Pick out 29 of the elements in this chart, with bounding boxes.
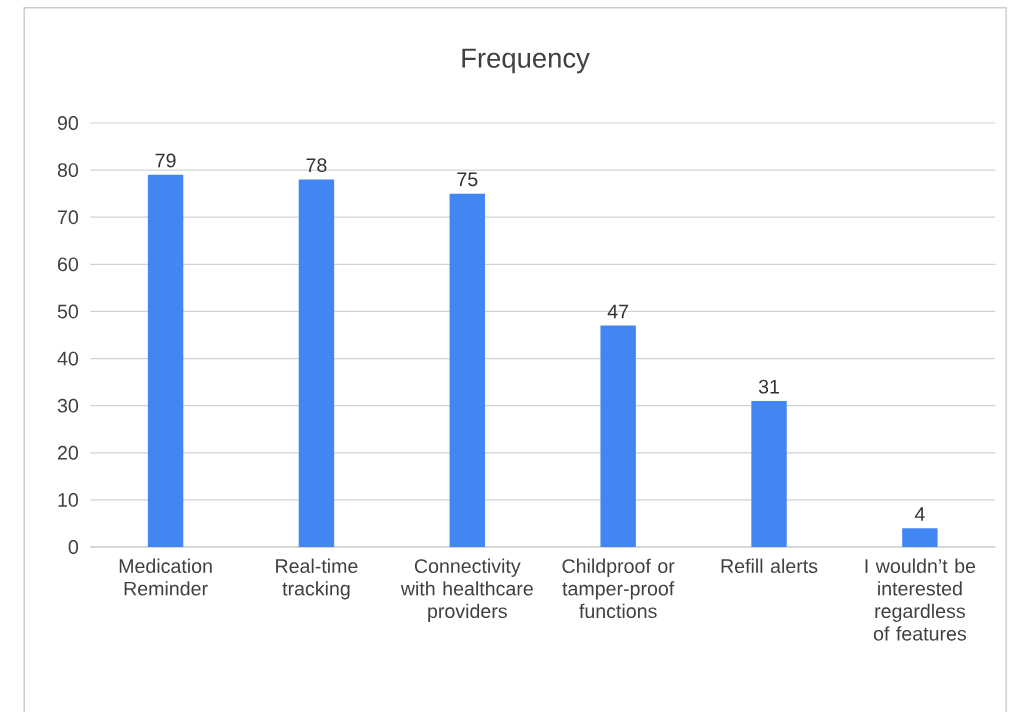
y-tick-label: 20 <box>57 445 79 460</box>
bar <box>600 325 636 547</box>
y-tick-label: 70 <box>58 210 79 224</box>
y-tick-label: 10 <box>58 492 79 507</box>
x-tick-label: Real-time tracking <box>276 558 358 600</box>
bar <box>147 174 184 547</box>
data-label: 75 <box>457 172 478 187</box>
y-tick-label: 50 <box>57 304 79 319</box>
y-tick-label: 40 <box>57 351 79 366</box>
bar <box>902 528 938 547</box>
y-tick-label: 60 <box>58 257 79 272</box>
bar <box>751 400 787 547</box>
bar <box>298 179 335 547</box>
x-tick-label: Childproof or tamper-proof functions <box>562 558 675 618</box>
chart-title: Frequency <box>462 48 590 74</box>
data-label: 4 <box>914 507 925 521</box>
x-tick-label: Medication Reminder <box>119 558 212 596</box>
data-label: 31 <box>758 379 779 394</box>
bar <box>449 193 486 547</box>
x-tick-label: Connectivity with healthcare providers <box>400 558 533 622</box>
y-tick-label: 90 <box>57 115 79 130</box>
x-tick-label: I wouldn’t be interested regardless of features <box>865 558 976 641</box>
data-label: 79 <box>155 153 176 168</box>
data-label: 78 <box>306 158 327 172</box>
x-tick-label: Refill alerts <box>721 558 818 573</box>
data-label: 47 <box>607 304 629 319</box>
y-tick-label: 80 <box>57 163 79 177</box>
y-tick-label: 0 <box>68 539 79 554</box>
y-tick-label: 30 <box>57 398 79 413</box>
